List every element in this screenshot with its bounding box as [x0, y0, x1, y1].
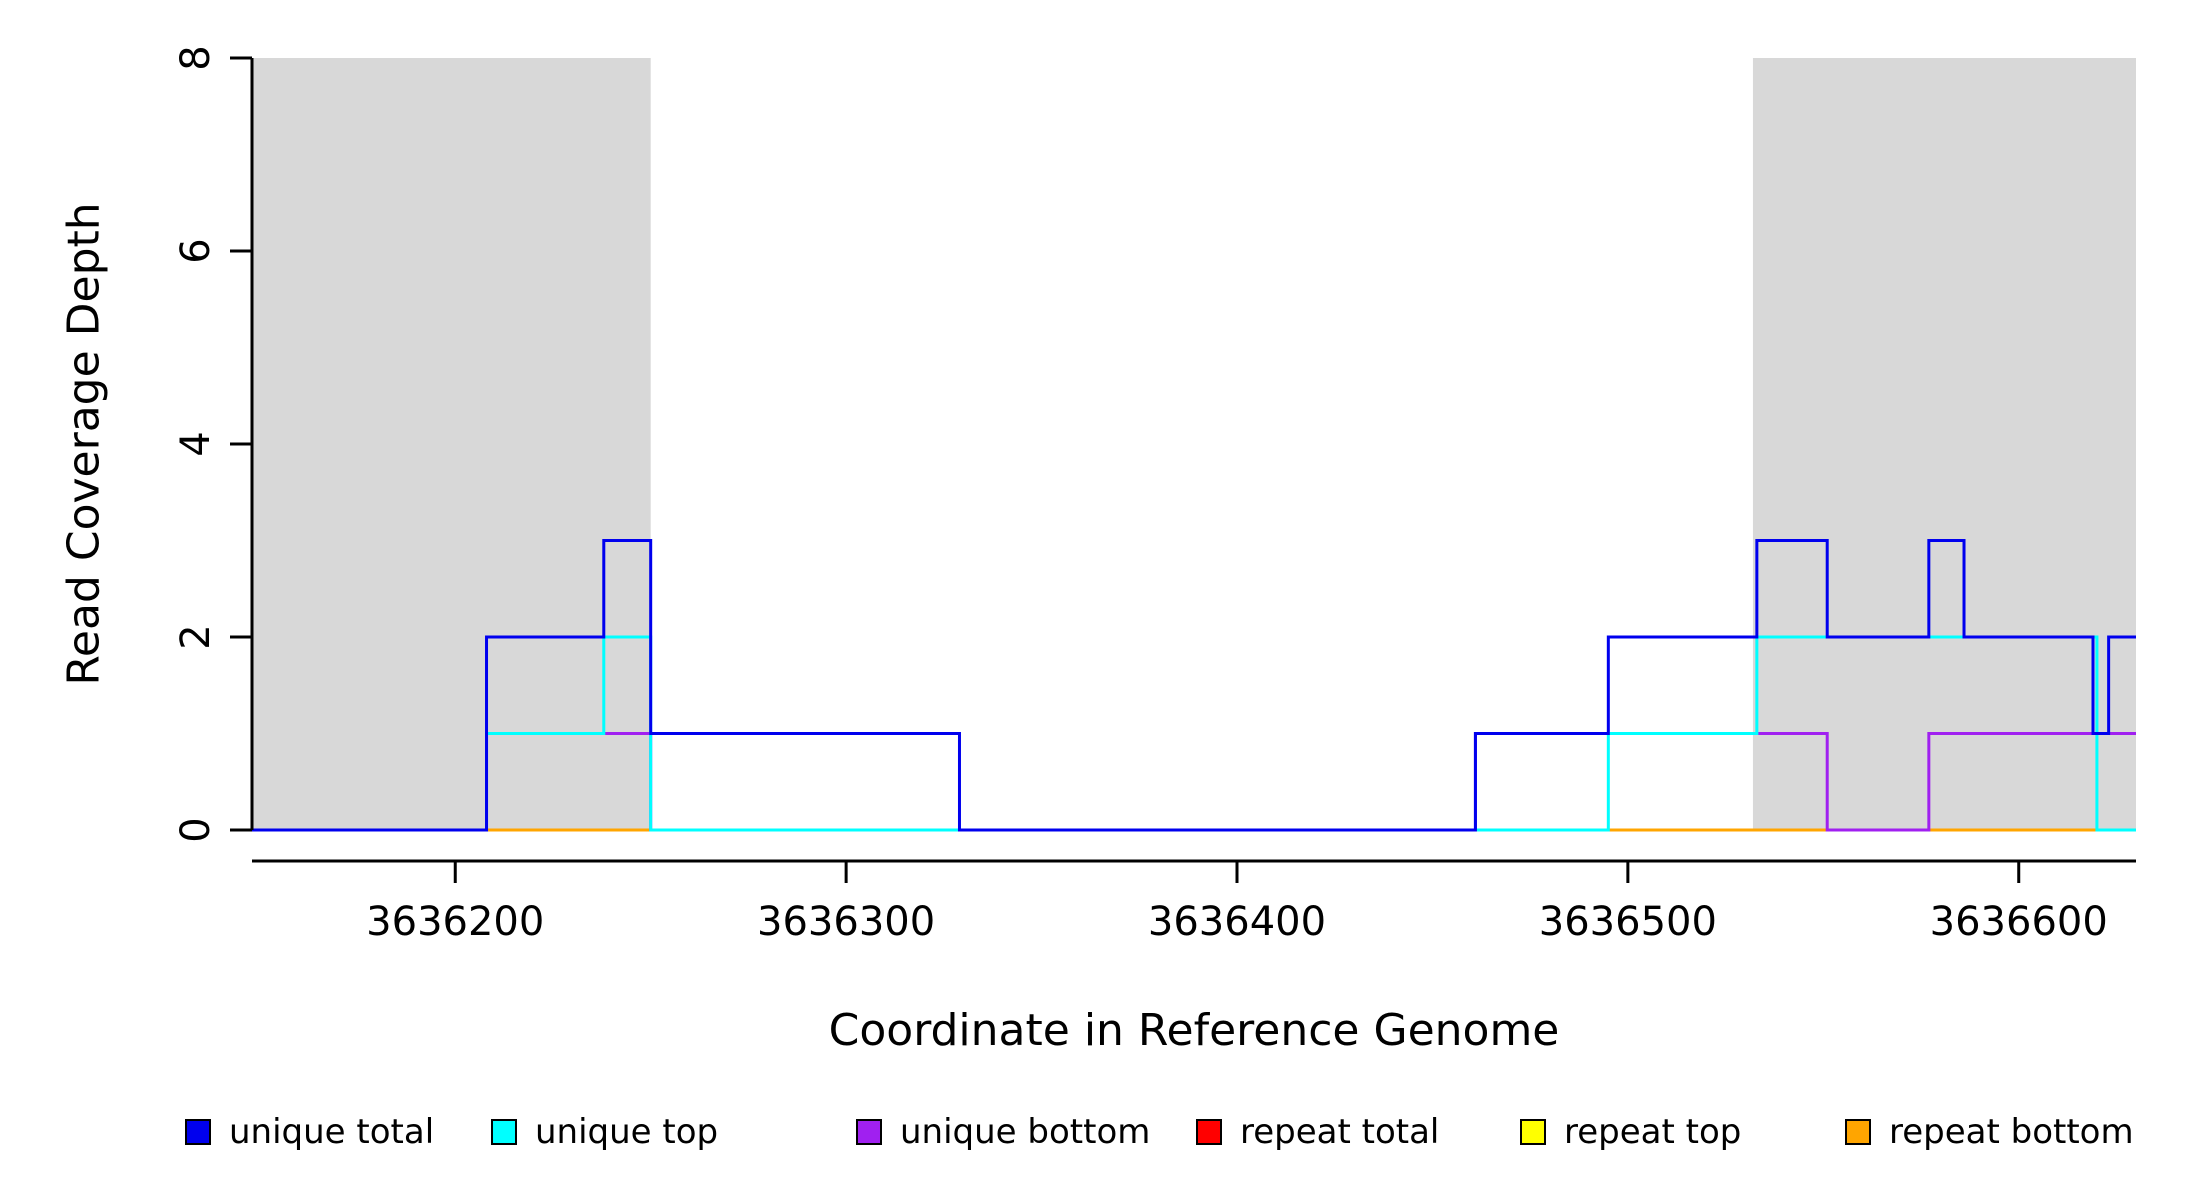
legend-label: repeat bottom [1889, 1112, 2134, 1152]
y-axis-title: Read Coverage Depth [58, 202, 110, 686]
legend: unique total unique top unique bottom re… [0, 1108, 2200, 1156]
legend-swatch-unique-top [491, 1119, 517, 1145]
legend-item-unique-bottom: unique bottom [856, 1108, 1150, 1156]
x-tick-label: 3636600 [1930, 899, 2108, 945]
legend-label: repeat top [1564, 1112, 1742, 1152]
legend-swatch-unique-total [185, 1119, 211, 1145]
y-tick-label: 4 [173, 431, 219, 456]
legend-swatch-repeat-top [1520, 1119, 1546, 1145]
shaded-region [1752, 58, 2136, 830]
legend-label: unique top [535, 1112, 719, 1152]
shaded-region [252, 58, 651, 830]
legend-item-repeat-top: repeat top [1520, 1108, 1741, 1156]
x-tick-label: 3636200 [366, 899, 544, 945]
y-tick-label: 8 [173, 45, 219, 70]
legend-swatch-repeat-total [1196, 1119, 1222, 1145]
y-tick-label: 6 [173, 238, 219, 263]
y-tick-label: 0 [173, 817, 219, 842]
x-tick-label: 3636500 [1539, 899, 1717, 945]
y-tick-label: 2 [173, 624, 219, 649]
x-tick-label: 3636400 [1148, 899, 1326, 945]
legend-item-unique-top: unique top [491, 1108, 718, 1156]
legend-swatch-unique-bottom [856, 1119, 882, 1145]
legend-label: unique total [229, 1112, 435, 1152]
legend-item-unique-total: unique total [185, 1108, 434, 1156]
legend-swatch-repeat-bottom [1845, 1119, 1871, 1145]
x-tick-label: 3636300 [757, 899, 935, 945]
x-axis-title: Coordinate in Reference Genome [828, 1005, 1560, 1056]
legend-label: repeat total [1240, 1112, 1440, 1152]
legend-label: unique bottom [900, 1112, 1151, 1152]
legend-item-repeat-total: repeat total [1196, 1108, 1439, 1156]
series-unique-total [252, 539, 2136, 832]
legend-item-repeat-bottom: repeat bottom [1845, 1108, 2134, 1156]
